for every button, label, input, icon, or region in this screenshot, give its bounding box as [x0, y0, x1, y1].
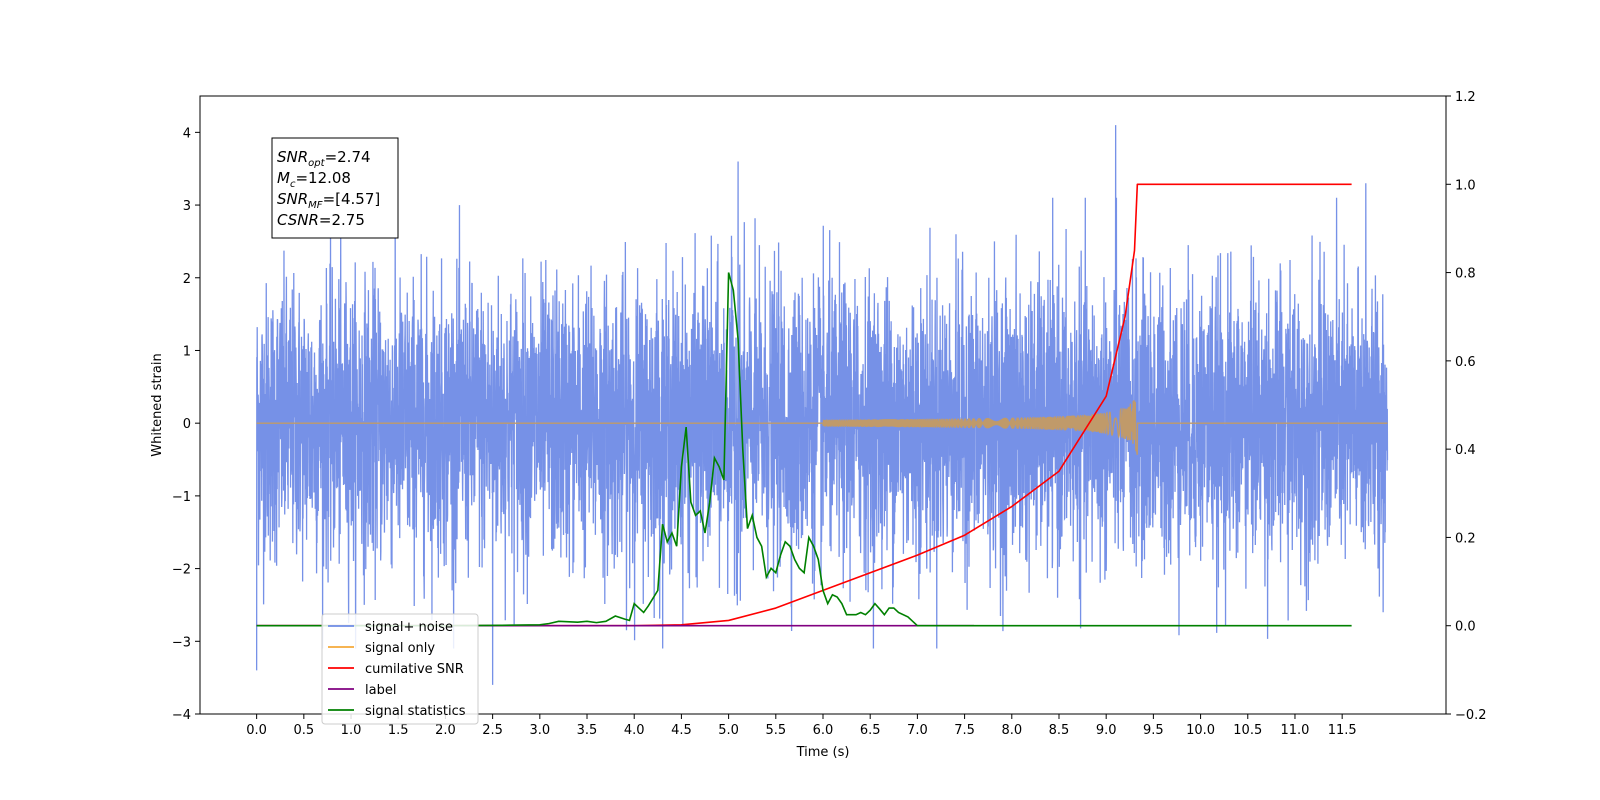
- legend: signal+ noise signal only cumilative SNR la…: [321, 613, 479, 725]
- y-left-tick-label: 4: [183, 126, 191, 141]
- legend-label: label: [365, 683, 396, 698]
- series-signal-noise: [255, 125, 1389, 685]
- x-tick-label: 0.5: [293, 723, 314, 738]
- annotation-line: CSNR=2.75: [277, 211, 365, 229]
- x-tick-label: 5.5: [765, 723, 786, 738]
- y-right-tick-label: 0.8: [1455, 267, 1476, 282]
- y-right-tick-label: −0.2: [1455, 708, 1487, 723]
- x-tick-label: 8.5: [1049, 723, 1070, 738]
- y-left-axis-ticks: 4 3 2 1 0 −1 −2 −3 −4: [172, 126, 200, 723]
- y-left-tick-label: −2: [172, 563, 191, 578]
- y-right-axis-ticks: 1.2 1.0 0.8 0.6 0.4 0.2 0.0 −0.2: [1446, 90, 1487, 723]
- legend-label: cumilative SNR: [365, 662, 464, 677]
- annotation-box-frame: [271, 137, 399, 239]
- x-tick-label: 6.0: [813, 723, 834, 738]
- annotation-line: Mc=12.08: [277, 169, 351, 190]
- annotation-line: SNRMF=[4.57]: [277, 190, 380, 211]
- y-left-tick-label: 2: [183, 272, 191, 287]
- signal-only-line: [256, 400, 1388, 455]
- y-left-tick-label: −1: [172, 490, 191, 505]
- legend-label: signal statistics: [365, 704, 466, 719]
- x-tick-label: 11.5: [1328, 723, 1357, 738]
- y-right-tick-label: 0.6: [1455, 355, 1476, 370]
- series-signal-only: [256, 400, 1388, 455]
- x-tick-label: 10.5: [1233, 723, 1262, 738]
- series-signal-statistics: [256, 272, 1352, 627]
- x-tick-label: 2.0: [435, 723, 456, 738]
- x-tick-label: 10.0: [1186, 723, 1215, 738]
- series-cumulative-snr: [256, 183, 1352, 627]
- annotation-line: SNRopt=2.74: [277, 148, 371, 169]
- x-tick-label: 1.0: [341, 723, 362, 738]
- x-tick-label: 9.0: [1096, 723, 1117, 738]
- legend-label: signal+ noise: [365, 620, 453, 635]
- x-tick-label: 7.5: [954, 723, 975, 738]
- x-tick-label: 1.5: [388, 723, 409, 738]
- x-tick-label: 5.0: [718, 723, 739, 738]
- x-tick-label: 4.0: [624, 723, 645, 738]
- signal-statistics-line: [256, 272, 1352, 627]
- y-left-axis-label: Whitened strain: [150, 353, 165, 456]
- y-right-tick-label: 0.0: [1455, 620, 1476, 635]
- y-left-tick-label: 3: [183, 199, 191, 214]
- y-left-tick-label: 0: [183, 417, 191, 432]
- cumulative-snr-line: [256, 183, 1352, 627]
- legend-frame: [321, 613, 479, 725]
- x-tick-label: 11.0: [1280, 723, 1309, 738]
- y-right-tick-label: 1.2: [1455, 90, 1476, 105]
- y-right-tick-label: 0.2: [1455, 531, 1476, 546]
- x-tick-label: 3.0: [529, 723, 550, 738]
- x-tick-label: 8.0: [1001, 723, 1022, 738]
- legend-label: signal only: [365, 641, 435, 656]
- y-right-tick-label: 0.4: [1455, 443, 1476, 458]
- x-axis-ticks: 0.0 0.5 1.0 1.5 2.0 2.5 3.0 3.5 4.0 4.5 5.0 5.5 6.0 6…: [246, 714, 1357, 738]
- x-tick-label: 6.5: [860, 723, 881, 738]
- y-left-tick-label: −3: [172, 635, 191, 650]
- x-tick-label: 0.0: [246, 723, 267, 738]
- y-right-tick-label: 1.0: [1455, 178, 1476, 193]
- x-tick-label: 2.5: [482, 723, 503, 738]
- signal-noise-line: [255, 125, 1389, 685]
- x-tick-label: 4.5: [671, 723, 692, 738]
- y-left-tick-label: −4: [172, 708, 191, 723]
- x-tick-label: 7.0: [907, 723, 928, 738]
- x-tick-label: 9.5: [1143, 723, 1164, 738]
- x-tick-label: 3.5: [577, 723, 598, 738]
- x-axis-label: Time (s): [796, 745, 850, 760]
- y-left-tick-label: 1: [183, 344, 191, 359]
